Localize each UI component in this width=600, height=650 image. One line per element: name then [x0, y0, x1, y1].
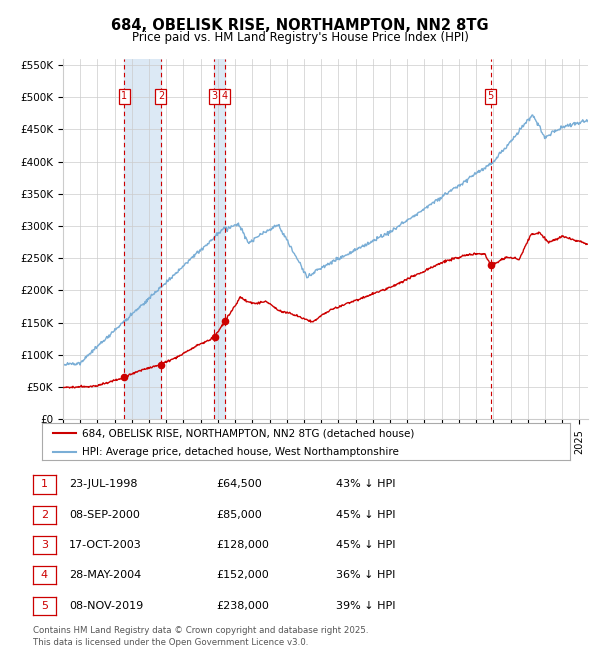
Text: 08-SEP-2000: 08-SEP-2000 — [69, 510, 140, 520]
Text: HPI: Average price, detached house, West Northamptonshire: HPI: Average price, detached house, West… — [82, 447, 398, 457]
Text: 3: 3 — [41, 540, 48, 550]
Text: 17-OCT-2003: 17-OCT-2003 — [69, 540, 142, 550]
Bar — [214, 58, 225, 419]
Text: 684, OBELISK RISE, NORTHAMPTON, NN2 8TG (detached house): 684, OBELISK RISE, NORTHAMPTON, NN2 8TG … — [82, 428, 414, 438]
Text: 39% ↓ HPI: 39% ↓ HPI — [336, 601, 395, 610]
Text: 23-JUL-1998: 23-JUL-1998 — [69, 480, 137, 489]
Text: 45% ↓ HPI: 45% ↓ HPI — [336, 540, 395, 550]
Text: 08-NOV-2019: 08-NOV-2019 — [69, 601, 143, 610]
Text: 36% ↓ HPI: 36% ↓ HPI — [336, 570, 395, 580]
Text: 2: 2 — [158, 92, 164, 101]
Text: £64,500: £64,500 — [216, 480, 262, 489]
Text: 5: 5 — [488, 92, 494, 101]
Text: £128,000: £128,000 — [216, 540, 269, 550]
Text: 45% ↓ HPI: 45% ↓ HPI — [336, 510, 395, 520]
Text: 5: 5 — [41, 601, 48, 610]
Text: £238,000: £238,000 — [216, 601, 269, 610]
Text: 3: 3 — [211, 92, 218, 101]
Bar — [124, 58, 161, 419]
Text: 4: 4 — [222, 92, 228, 101]
Text: 2: 2 — [41, 510, 48, 520]
Text: 684, OBELISK RISE, NORTHAMPTON, NN2 8TG: 684, OBELISK RISE, NORTHAMPTON, NN2 8TG — [111, 18, 489, 33]
Text: 1: 1 — [41, 480, 48, 489]
Text: £152,000: £152,000 — [216, 570, 269, 580]
Text: 43% ↓ HPI: 43% ↓ HPI — [336, 480, 395, 489]
Text: Contains HM Land Registry data © Crown copyright and database right 2025.
This d: Contains HM Land Registry data © Crown c… — [33, 626, 368, 647]
Text: 4: 4 — [41, 570, 48, 580]
Text: 1: 1 — [121, 92, 127, 101]
Text: 28-MAY-2004: 28-MAY-2004 — [69, 570, 141, 580]
Text: £85,000: £85,000 — [216, 510, 262, 520]
Text: Price paid vs. HM Land Registry's House Price Index (HPI): Price paid vs. HM Land Registry's House … — [131, 31, 469, 44]
